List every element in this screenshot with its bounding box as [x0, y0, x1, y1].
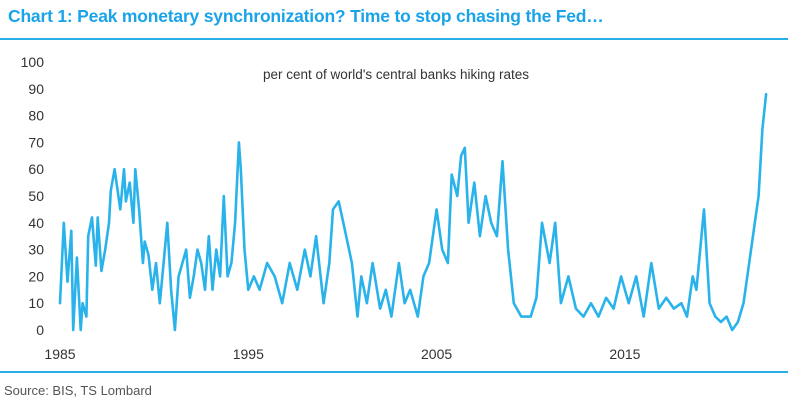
- y-tick-label: 0: [36, 322, 44, 338]
- x-axis-ticks: 1985 1995 2005 2015: [44, 346, 640, 362]
- chart-title: Chart 1: Peak monetary synchronization? …: [8, 6, 604, 26]
- y-tick-label: 30: [28, 242, 44, 258]
- y-tick-label: 20: [28, 268, 44, 284]
- source-note: Source: BIS, TS Lombard: [4, 383, 152, 398]
- y-tick-label: 80: [28, 108, 44, 124]
- y-tick-label: 60: [28, 161, 44, 177]
- series-group: [58, 92, 768, 332]
- y-tick-label: 100: [21, 54, 45, 70]
- y-axis-ticks: 0 10 20 30 40 50 60 70 80 90 100: [21, 54, 45, 338]
- series-line: [58, 92, 768, 332]
- y-tick-label: 70: [28, 134, 44, 150]
- x-tick-label: 1995: [233, 346, 264, 362]
- x-tick-label: 1985: [44, 346, 75, 362]
- chart-annotation: per cent of world's central banks hiking…: [263, 67, 529, 82]
- x-tick-label: 2005: [421, 346, 452, 362]
- y-tick-label: 10: [28, 295, 44, 311]
- y-tick-label: 50: [28, 188, 44, 204]
- title-underline: [0, 38, 788, 40]
- y-tick-label: 40: [28, 215, 44, 231]
- y-tick-label: 90: [28, 81, 44, 97]
- bottom-rule: [0, 371, 788, 373]
- x-tick-label: 2015: [609, 346, 640, 362]
